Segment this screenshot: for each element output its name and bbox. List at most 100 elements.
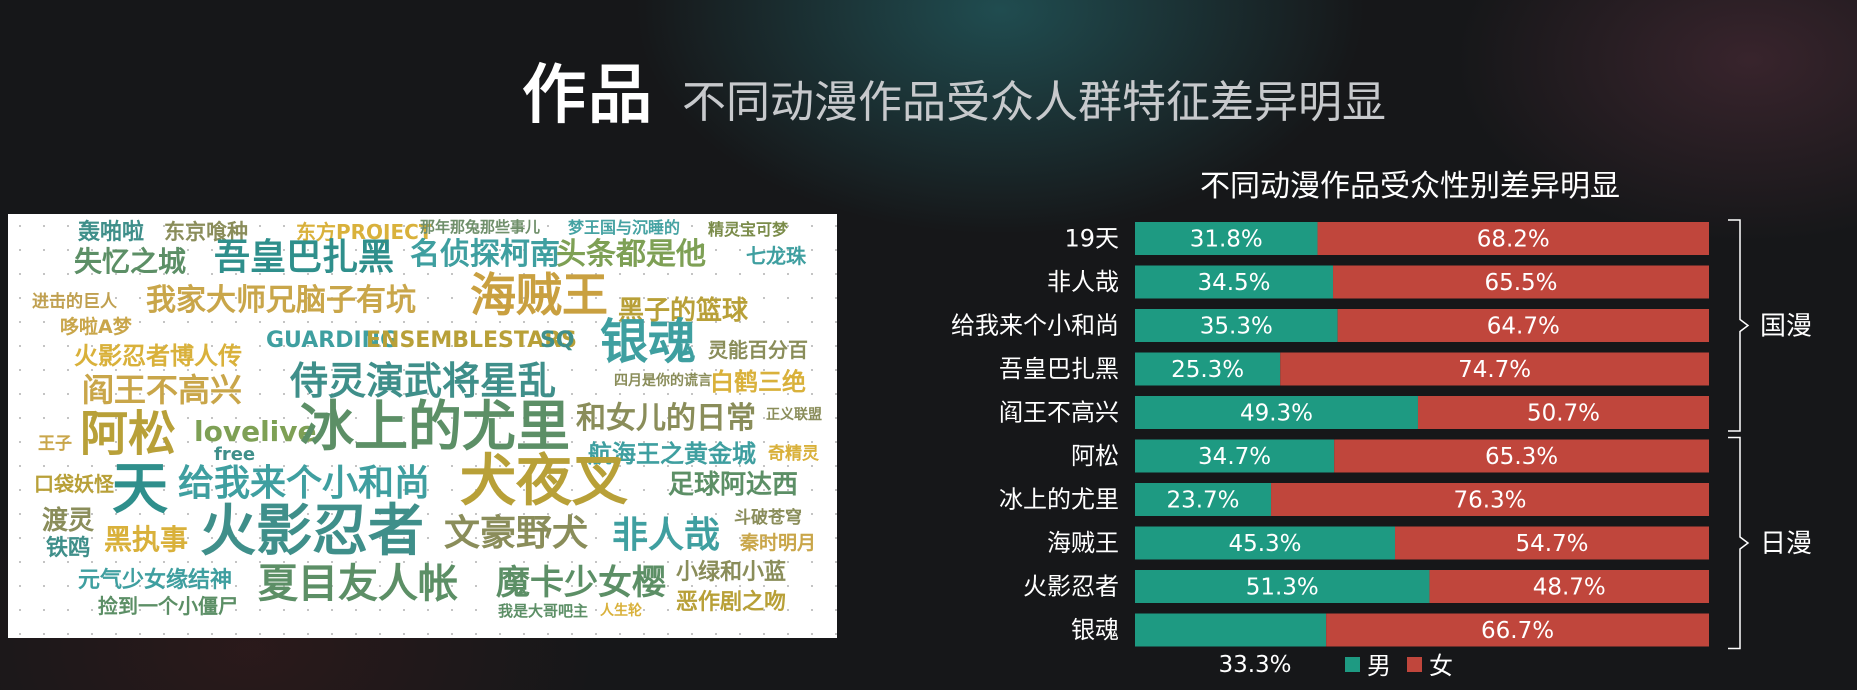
category-label: 银魂 [1071, 616, 1119, 644]
word-cloud-word: ENSEMBLESTARS [366, 328, 577, 353]
word-cloud-word: 阎王不高兴 [82, 371, 243, 409]
bar-segment-female [1395, 526, 1709, 560]
word-cloud-word: 给我来个小和尚 [178, 463, 431, 504]
bar-segment-male [1135, 613, 1327, 647]
word-cloud-word: 头条都是他 [556, 237, 706, 272]
data-label: 25.3% [1171, 357, 1244, 383]
word-cloud-word: 轰啪啦 [78, 220, 145, 245]
word-cloud-word: 犬夜叉 [460, 449, 628, 514]
data-label: 64.7% [1487, 314, 1560, 340]
data-label: 51.3% [1246, 575, 1319, 601]
word-cloud-word: 斗破苍穹 [734, 508, 802, 528]
data-label: 54.7% [1515, 531, 1588, 557]
word-cloud-word: 人生轮 [600, 603, 642, 619]
category-label: 海贼王 [1047, 529, 1119, 557]
data-label: 76.3% [1453, 488, 1526, 514]
bar-segment-male [1135, 352, 1281, 386]
word-cloud-word: 铁鸥 [46, 536, 91, 561]
word-cloud-word: 四月是你的谎言 [614, 373, 712, 389]
category-label: 吾皇巴扎黑 [999, 355, 1119, 383]
word-cloud-word: 我是大哥吧主 [498, 602, 589, 620]
word-cloud-word: 失忆之城 [74, 245, 187, 278]
word-cloud-word: 进击的巨人 [32, 292, 117, 312]
word-cloud-word: 白鹤三绝 [710, 368, 806, 396]
bar-segment-female [1280, 352, 1709, 386]
category-label: 冰上的尤里 [999, 486, 1119, 514]
legend-label: 女 [1429, 652, 1453, 680]
data-label: 34.7% [1198, 444, 1271, 470]
bar-segment-female [1271, 483, 1709, 516]
group-bracket [1728, 436, 1750, 650]
word-cloud-word: 哆啦A梦 [60, 316, 132, 338]
word-cloud-word: 梦王国与沉睡的 [568, 218, 681, 237]
word-cloud-word: lovelive [194, 415, 317, 448]
data-label: 23.7% [1166, 488, 1239, 514]
category-label: 19天 [1064, 225, 1119, 253]
word-cloud-word: 阿松 [80, 406, 177, 462]
data-label: 34.5% [1197, 270, 1270, 296]
word-cloud-word: 吾皇巴扎黑 [214, 237, 395, 278]
data-label: 74.7% [1458, 357, 1531, 383]
category-label: 阎王不高兴 [999, 399, 1119, 427]
word-cloud-word: 黑执事 [104, 523, 189, 556]
bar-segment-female [1417, 396, 1709, 429]
word-cloud-word: 航海王之黄金城 [588, 440, 756, 468]
word-cloud-word: 黑子的篮球 [618, 296, 749, 326]
word-cloud-word: 恶作剧之吻 [676, 590, 787, 615]
legend-swatch [1407, 657, 1422, 672]
word-cloud-word: SQ [540, 328, 575, 353]
word-cloud-word: 正义联盟 [766, 407, 822, 423]
word-cloud-word: 冰上的尤里 [300, 395, 570, 458]
page-header: 作品 不同动漫作品受众人群特征差异明显 [522, 44, 1386, 136]
word-cloud-word: 七龙珠 [746, 244, 806, 268]
word-cloud-word: 名侦探柯南 [410, 237, 560, 272]
word-cloud-word: 夏目友人帐 [258, 561, 458, 607]
data-label: 49.3% [1240, 401, 1313, 427]
bar-segment-female [1333, 265, 1709, 299]
word-cloud-word: 精灵宝可梦 [708, 220, 789, 239]
word-cloud-word: 奇精灵 [768, 444, 819, 464]
group-label: 国漫 [1760, 312, 1812, 342]
word-cloud-image: 轰啪啦 东京喰种 东方PROJECT 那年那兔那些事儿 梦王国与沉睡的 精灵宝可梦 失忆之城… [8, 214, 837, 638]
bar-segment-male [1135, 570, 1430, 603]
word-cloud-word: 捡到一个小僵尸 [98, 594, 238, 618]
bar-segment-male [1135, 265, 1334, 299]
word-cloud-word: 天 [112, 457, 168, 522]
word-cloud-word: 王子 [38, 434, 72, 454]
word-cloud-word: 我家大师兄脑子有坑 [146, 283, 416, 318]
bar-segment-female [1326, 613, 1709, 647]
bar-segment-female [1317, 222, 1709, 255]
data-label: 50.7% [1527, 401, 1600, 427]
data-label: 33.3% [1218, 652, 1291, 678]
data-label: 68.2% [1477, 227, 1550, 253]
bar-segment-male [1135, 439, 1335, 473]
data-label: 65.5% [1484, 270, 1557, 296]
page-title: 作品 [522, 59, 654, 133]
word-cloud-word: free [214, 444, 256, 465]
word-cloud-word: 口袋妖怪 [34, 472, 114, 496]
bar-segment-male [1135, 483, 1272, 516]
word-cloud-word: 和女儿的日常 [576, 401, 756, 436]
legend-swatch [1345, 657, 1360, 672]
word-cloud-word: 魔卡少女樱 [496, 563, 666, 603]
word-cloud-word: 银魂 [600, 314, 697, 370]
bar-segment-male [1135, 526, 1396, 560]
bar-segment-female [1334, 439, 1709, 473]
word-cloud-word: GUARDING [266, 328, 399, 353]
category-label: 阿松 [1071, 442, 1119, 470]
chart-title: 不同动漫作品受众性别差异明显 [1200, 169, 1620, 204]
word-cloud-word: 文豪野犬 [444, 513, 589, 554]
data-label: 45.3% [1228, 531, 1301, 557]
bar-segment-male [1135, 222, 1318, 255]
bar-segment-male [1135, 309, 1338, 342]
word-cloud-word: 足球阿达西 [668, 470, 799, 500]
group-bracket [1728, 219, 1750, 432]
word-cloud-word: 秦时明月 [740, 532, 817, 554]
word-cloud-word: 火影忍者 [200, 499, 424, 564]
data-label: 31.8% [1190, 227, 1263, 253]
group-label: 日漫 [1760, 529, 1812, 559]
legend-label: 男 [1367, 652, 1391, 680]
word-cloud-word: 海贼王 [470, 268, 608, 322]
data-label: 65.3% [1485, 444, 1558, 470]
word-cloud-word: 侍灵演武将星乱 [290, 359, 557, 403]
